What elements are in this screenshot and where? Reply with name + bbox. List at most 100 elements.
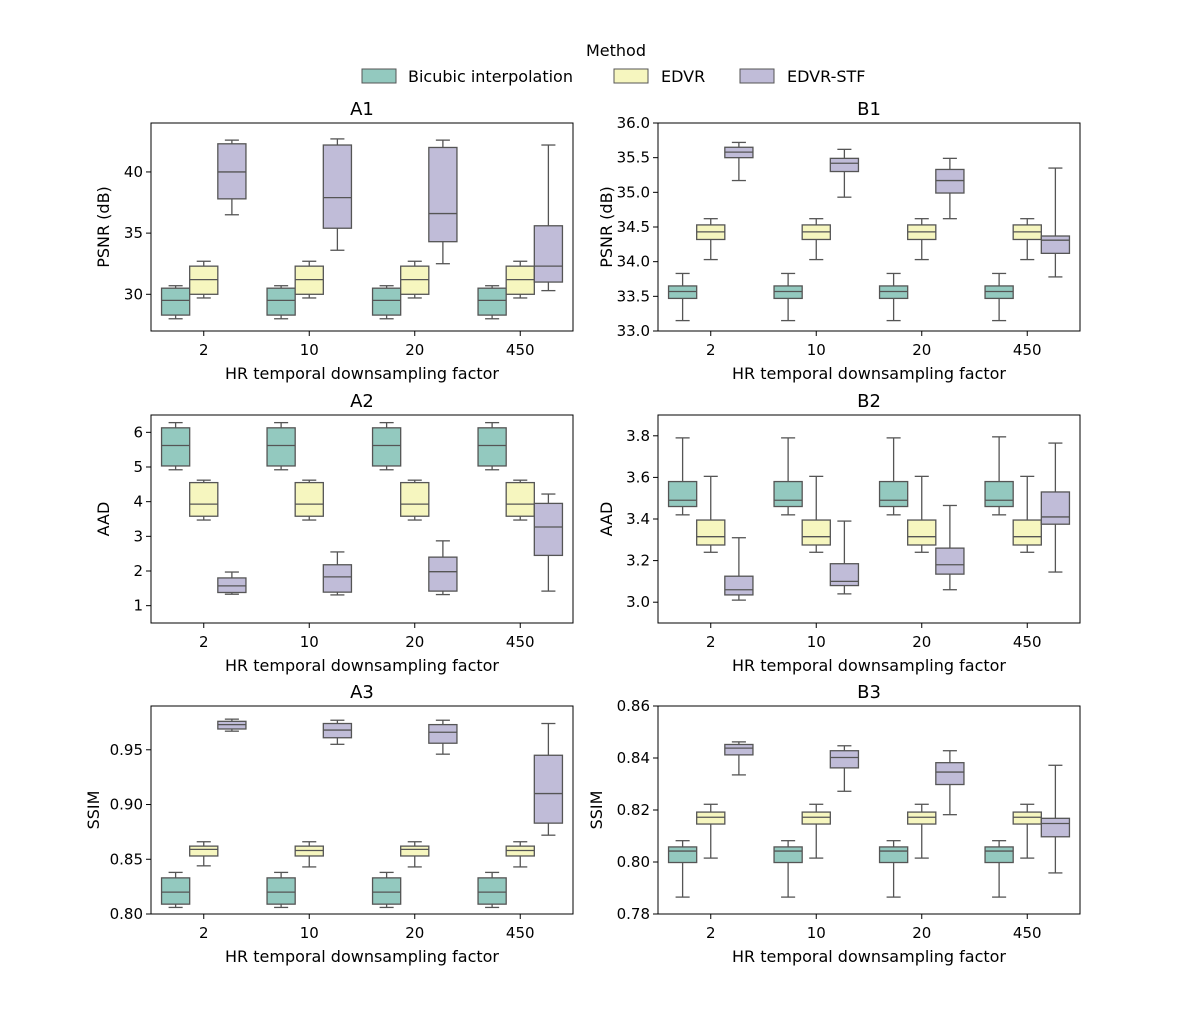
legend-label-edvr: EDVR xyxy=(661,67,705,86)
y-tick-label: 33.0 xyxy=(617,322,650,340)
x-tick-label: 10 xyxy=(807,633,826,651)
iqr-box xyxy=(829,563,860,587)
panel-title: A1 xyxy=(350,99,374,120)
box-A2-10-s2 xyxy=(322,551,353,596)
box-A2-20-s1 xyxy=(400,479,430,521)
y-axis-label: SSIM xyxy=(587,791,606,830)
y-tick-label: 1 xyxy=(133,597,143,615)
iqr-box xyxy=(773,846,803,864)
box-B1-450-s0 xyxy=(984,272,1014,322)
panel-A1: 30 35 40 2 10 20 450 A1 HR temporal downsampling… xyxy=(94,99,574,383)
y-tick-label: 0.90 xyxy=(110,796,143,814)
iqr-box xyxy=(189,845,219,857)
y-tick-label: 0.86 xyxy=(617,697,650,715)
box-A2-20-s0 xyxy=(371,421,402,471)
x-tick-label: 10 xyxy=(807,341,826,359)
x-tick-label: 10 xyxy=(807,924,826,942)
iqr-box xyxy=(1040,491,1071,525)
x-tick-label: 2 xyxy=(199,341,209,359)
box-A2-2-s0 xyxy=(160,421,191,471)
legend-swatch-bicubic xyxy=(361,68,397,84)
box-A3-450-s1 xyxy=(505,841,535,868)
box-B2-2-s1 xyxy=(696,475,726,553)
box-B1-10-s2 xyxy=(829,148,860,198)
legend: Method Bicubic interpolation EDVR EDVR-S… xyxy=(361,41,865,86)
y-tick-label: 0.78 xyxy=(617,905,650,923)
legend-swatch-edvr-stf xyxy=(739,68,775,84)
box-B2-2-s0 xyxy=(667,437,698,516)
x-tick-label: 20 xyxy=(405,924,424,942)
x-tick-label: 10 xyxy=(300,633,319,651)
iqr-box xyxy=(371,877,402,905)
box-B3-10-s2 xyxy=(829,745,860,792)
panel-A2: 1 2 3 4 5 6 2 10 20 450 A2 HR temporal downsampling… xyxy=(94,391,574,675)
iqr-box xyxy=(935,762,965,786)
axes-frame xyxy=(150,122,574,332)
box-B2-20-s1 xyxy=(907,475,937,553)
iqr-box xyxy=(1012,519,1042,546)
box-A3-10-s1 xyxy=(294,841,324,868)
y-tick-label: 4 xyxy=(133,493,143,511)
legend-label-edvr-stf: EDVR-STF xyxy=(787,67,865,86)
panel-title: B1 xyxy=(857,99,881,120)
box-A3-10-s2 xyxy=(322,719,353,745)
box-B3-2-s1 xyxy=(696,803,726,859)
box-B3-10-s1 xyxy=(801,803,831,859)
iqr-box xyxy=(829,157,860,173)
box-B3-10-s0 xyxy=(773,840,803,898)
iqr-box xyxy=(400,845,430,857)
box-A1-20-s1 xyxy=(400,260,430,299)
panel-B1: 33.0 33.5 34.0 34.5 35.0 35.5 36.0 2 10 20 450 B1 HR… xyxy=(597,99,1081,383)
box-B1-20-s0 xyxy=(878,272,909,322)
x-tick-label: 20 xyxy=(912,633,931,651)
iqr-box xyxy=(801,811,831,825)
iqr-box xyxy=(724,743,754,756)
box-B2-450-s2 xyxy=(1040,442,1071,573)
box-A3-2-s2 xyxy=(217,718,247,732)
iqr-box xyxy=(477,427,507,467)
y-tick-label: 0.95 xyxy=(110,741,143,759)
box-B2-450-s1 xyxy=(1012,475,1042,553)
iqr-box xyxy=(773,285,803,300)
y-tick-label: 34.5 xyxy=(617,218,650,236)
box-A1-20-s2 xyxy=(428,139,458,265)
y-tick-label: 35.5 xyxy=(617,149,650,167)
x-axis-label: HR temporal downsampling factor xyxy=(732,364,1006,383)
x-tick-label: 450 xyxy=(1013,341,1042,359)
x-axis-label: HR temporal downsampling factor xyxy=(732,656,1006,675)
iqr-box xyxy=(371,427,402,467)
iqr-box xyxy=(505,481,535,517)
iqr-box xyxy=(294,481,324,517)
iqr-box xyxy=(371,287,402,316)
box-A1-450-s0 xyxy=(477,285,507,320)
iqr-box xyxy=(696,811,726,825)
box-B3-450-s0 xyxy=(984,840,1014,898)
y-axis-label: PSNR (dB) xyxy=(597,186,616,268)
box-A3-450-s2 xyxy=(533,722,564,836)
iqr-box xyxy=(428,556,458,592)
box-B2-450-s0 xyxy=(984,436,1014,516)
y-tick-label: 35.0 xyxy=(617,183,650,201)
iqr-box xyxy=(667,285,698,300)
box-B2-10-s2 xyxy=(829,520,860,595)
iqr-box xyxy=(428,146,458,243)
iqr-box xyxy=(984,285,1014,300)
y-tick-label: 3.0 xyxy=(626,593,650,611)
x-tick-label: 450 xyxy=(506,633,535,651)
x-tick-label: 450 xyxy=(506,924,535,942)
box-A1-2-s2 xyxy=(217,139,247,216)
y-tick-label: 40 xyxy=(124,163,143,181)
y-tick-label: 35 xyxy=(124,224,143,242)
iqr-box xyxy=(1040,235,1071,254)
iqr-box xyxy=(160,287,191,316)
iqr-box xyxy=(935,168,965,194)
x-axis-label: HR temporal downsampling factor xyxy=(225,364,499,383)
box-B3-450-s1 xyxy=(1012,803,1042,859)
x-tick-label: 2 xyxy=(706,924,716,942)
axes-frame xyxy=(150,414,574,624)
y-axis-label: SSIM xyxy=(84,791,103,830)
x-tick-label: 20 xyxy=(912,341,931,359)
y-tick-label: 0.80 xyxy=(110,905,143,923)
iqr-box xyxy=(667,846,698,864)
